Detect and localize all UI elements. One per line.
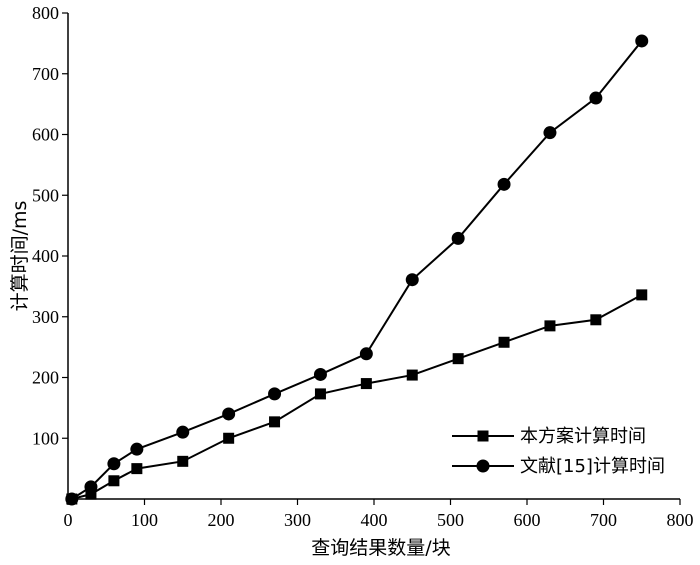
x-tick-label: 700 <box>590 510 617 530</box>
legend-item: 文献[15]计算时间 <box>452 456 665 477</box>
square-marker <box>85 488 97 500</box>
square-marker <box>360 378 372 390</box>
legend-label: 本方案计算时间 <box>520 426 646 447</box>
series-1 <box>66 289 648 505</box>
square-marker <box>314 388 326 400</box>
square-marker <box>544 320 556 332</box>
legend-label: 文献[15]计算时间 <box>520 456 665 477</box>
series-2 <box>65 34 649 506</box>
legend-square-marker <box>477 430 489 442</box>
x-tick-label: 200 <box>208 510 235 530</box>
y-tick-label: 100 <box>32 428 59 448</box>
x-tick-label: 800 <box>667 510 694 530</box>
circle-marker <box>222 407 236 421</box>
x-tick-label: 300 <box>284 510 311 530</box>
y-tick-label: 400 <box>32 246 59 266</box>
circle-marker <box>405 273 419 287</box>
circle-marker <box>176 425 190 439</box>
legend-circle-marker <box>476 459 490 473</box>
circle-marker <box>313 367 327 381</box>
series-layer <box>65 34 649 506</box>
square-marker <box>223 432 235 444</box>
square-marker <box>269 416 281 428</box>
square-marker <box>177 455 189 467</box>
axes: 0 100 200 300 400 500 600 700 800 100 200 300 400 500… <box>32 3 694 530</box>
y-tick-label: 300 <box>32 307 59 327</box>
circle-marker <box>84 480 98 494</box>
x-tick-label: 100 <box>131 510 158 530</box>
y-axis-title: 计算时间/ms <box>9 201 31 312</box>
circle-marker <box>589 91 603 105</box>
square-marker <box>108 475 120 487</box>
square-marker <box>498 336 510 348</box>
x-tick-label: 0 <box>64 510 73 530</box>
square-marker <box>590 314 602 326</box>
square-marker <box>131 463 143 475</box>
y-tick-label: 800 <box>32 3 59 23</box>
circle-marker <box>65 492 79 506</box>
y-tick-label: 500 <box>32 185 59 205</box>
legend-item: 本方案计算时间 <box>452 426 646 447</box>
y-tick-label: 700 <box>32 64 59 84</box>
circle-marker <box>543 126 557 140</box>
y-tick-label: 600 <box>32 125 59 145</box>
square-marker <box>406 369 418 381</box>
y-tick-label: 200 <box>32 368 59 388</box>
circle-marker <box>130 442 144 456</box>
circle-marker <box>497 177 511 191</box>
circle-marker <box>451 231 465 245</box>
square-marker <box>452 353 464 365</box>
x-axis-title: 查询结果数量/块 <box>311 537 450 559</box>
x-tick-label: 400 <box>361 510 388 530</box>
circle-marker <box>107 457 121 471</box>
circle-marker <box>635 34 649 48</box>
circle-marker <box>268 387 282 401</box>
x-tick-label: 500 <box>437 510 464 530</box>
x-tick-label: 600 <box>514 510 541 530</box>
circle-marker <box>359 347 373 361</box>
square-marker <box>636 289 648 301</box>
